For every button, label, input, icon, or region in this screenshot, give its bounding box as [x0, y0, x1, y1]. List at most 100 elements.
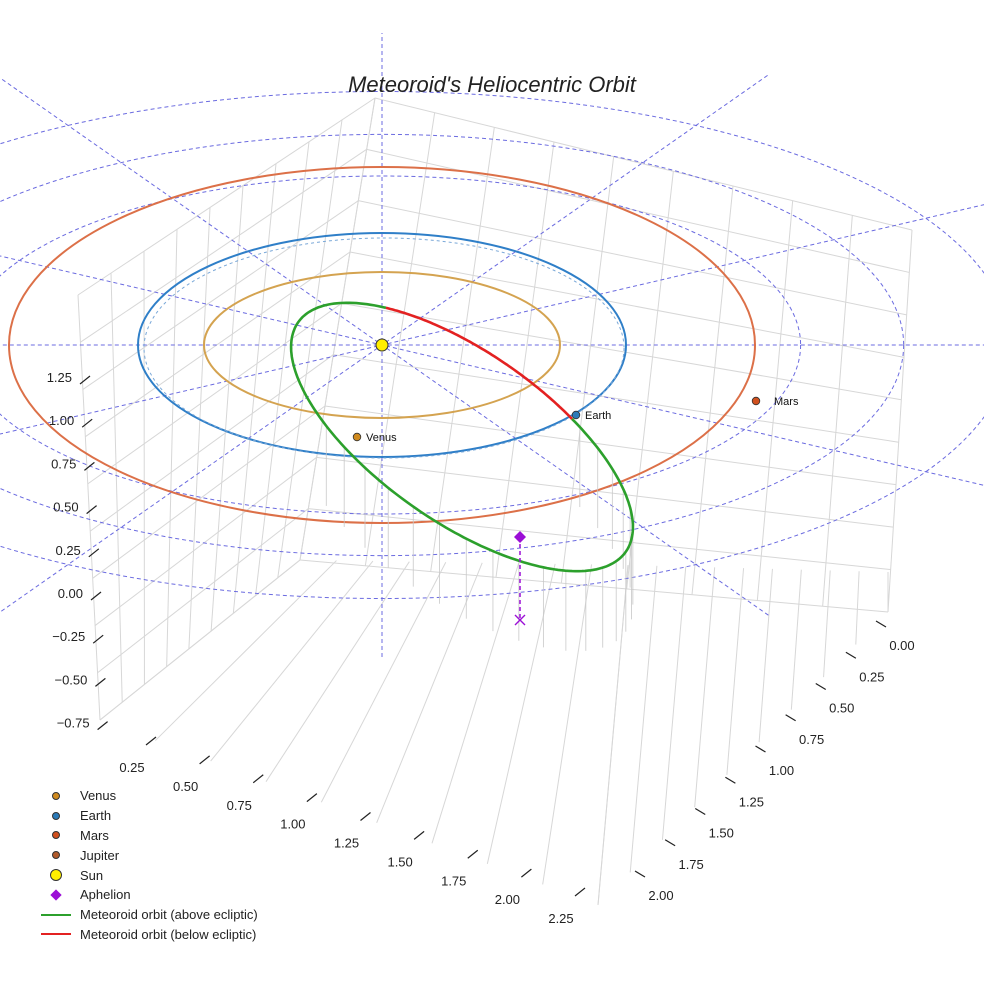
left-wall-grid-line: [94, 456, 317, 626]
legend-item: Sun: [38, 865, 258, 885]
marker-layer: Venus Earth Mars: [352, 338, 799, 626]
x-tick-mark: [845, 651, 857, 659]
legend-swatch: [52, 811, 60, 820]
left-wall-grid-line: [99, 559, 301, 721]
right-wall-grid-line: [366, 148, 910, 273]
venus-marker: [352, 432, 362, 442]
floor-grid-line: [790, 569, 802, 710]
right-wall-grid-line: [299, 97, 376, 561]
legend-label: Jupiter: [80, 847, 120, 863]
orbit-layer: [8, 166, 756, 651]
x-tick-mark: [755, 745, 766, 753]
floor-grid-line: [542, 564, 593, 885]
left-wall-grid-line: [166, 229, 178, 667]
meteoroid-orbit-above-ecliptic: [289, 301, 635, 573]
legend-symbol: [38, 933, 74, 936]
z-tick-mark: [81, 418, 93, 428]
x-tick-mark: [634, 870, 646, 878]
legend-swatch: [50, 869, 62, 882]
legend-label: Aphelion: [80, 887, 131, 903]
legend-symbol: [38, 811, 74, 820]
floor-grid-line: [210, 560, 374, 762]
chart-title: Meteoroid's Heliocentric Orbit: [348, 72, 636, 97]
z-tick-mark: [84, 461, 95, 471]
right-wall-grid-line: [308, 508, 891, 571]
x-tick-mark: [815, 682, 827, 691]
y-tick-mark: [145, 736, 157, 746]
floor-grid-line: [597, 564, 629, 906]
right-wall-grid-line: [324, 405, 897, 486]
x-tick-label: 0.75: [799, 732, 824, 747]
legend-swatch: [52, 791, 60, 800]
earth-label: Earth: [585, 410, 611, 422]
meteoroid-orbit-below-ecliptic: [385, 306, 573, 420]
legend-item: Mars: [38, 826, 258, 846]
z-tick-mark: [90, 591, 102, 601]
z-tick-label: 1.25: [47, 370, 72, 385]
left-wall-grid-line: [80, 148, 367, 343]
legend-label: Mars: [80, 827, 109, 843]
legend-symbol: [38, 869, 74, 882]
venus-label: Venus: [366, 432, 397, 444]
x-tick-label: 1.50: [709, 826, 734, 841]
x-tick-mark: [725, 776, 736, 784]
legend-symbol: [38, 831, 74, 840]
right-wall-grid-line: [316, 456, 894, 528]
legend-label: Earth: [80, 808, 112, 824]
floor-grid-line: [629, 565, 658, 873]
polar-ring: [0, 133, 904, 557]
legend-label: Sun: [80, 867, 104, 883]
y-tick-mark: [199, 755, 210, 765]
mars-label: Mars: [774, 396, 799, 408]
z-tick-mark: [86, 505, 97, 515]
z-tick-label: −0.25: [52, 629, 85, 644]
z-tick-label: 0.25: [55, 543, 80, 558]
earth-orbit-shadow: [143, 237, 625, 459]
z-tick-mark: [95, 677, 106, 687]
left-wall-grid-line: [77, 294, 101, 721]
right-wall-grid-line: [495, 141, 555, 578]
legend-swatch: [41, 933, 71, 936]
legend-label: Meteoroid orbit (above ecliptic): [80, 907, 258, 923]
sun-marker: [375, 338, 389, 352]
floor-grid-line: [823, 570, 831, 678]
x-tick-label: 2.00: [648, 888, 673, 903]
z-tick-mark: [88, 548, 100, 558]
polar-ring: [0, 175, 801, 515]
z-tick-mark: [92, 634, 104, 644]
x-tick-mark: [875, 620, 887, 628]
x-tick-label: 0.00: [889, 638, 914, 653]
aphelion-marker: [514, 531, 526, 543]
z-tick-mark: [97, 721, 108, 731]
y-tick-mark: [413, 830, 425, 840]
legend-symbol: [38, 851, 74, 860]
right-wall-grid-line: [756, 200, 794, 601]
right-wall-grid-line: [358, 200, 907, 316]
right-wall-grid-line: [333, 354, 899, 443]
y-tick-mark: [306, 793, 318, 803]
venus-orbit: [203, 271, 561, 419]
x-tick-label: 1.00: [769, 763, 794, 778]
floor-grid-line: [154, 560, 337, 741]
z-tick-label: 0.75: [51, 456, 76, 471]
floor-grid-line: [431, 563, 520, 844]
z-tick-label: −0.75: [57, 716, 90, 731]
right-wall-grid-line: [887, 229, 913, 613]
legend-label: Meteoroid orbit (below ecliptic): [80, 926, 257, 942]
floor-grid-line: [694, 567, 716, 808]
left-wall-grid-line: [89, 354, 334, 532]
left-wall-grid-line: [188, 207, 211, 649]
x-tick-mark: [785, 714, 796, 722]
z-tick-label: −0.50: [54, 672, 87, 687]
x-tick-mark: [694, 807, 706, 816]
axis-tick-layer: 1.25 1.00 0.75 0.50 0.25 0.00 −0.25 −0.50 −0.75 0…: [47, 370, 915, 926]
y-tick-label: 1.50: [387, 854, 412, 869]
x-tick-label: 1.25: [739, 794, 764, 809]
y-tick-label: 1.75: [441, 873, 466, 888]
x-tick-label: 0.50: [829, 701, 854, 716]
floor-grid-line: [726, 568, 745, 775]
y-tick-mark: [252, 774, 264, 784]
z-tick-label: 1.00: [49, 413, 74, 428]
right-wall-grid-line: [430, 127, 495, 572]
